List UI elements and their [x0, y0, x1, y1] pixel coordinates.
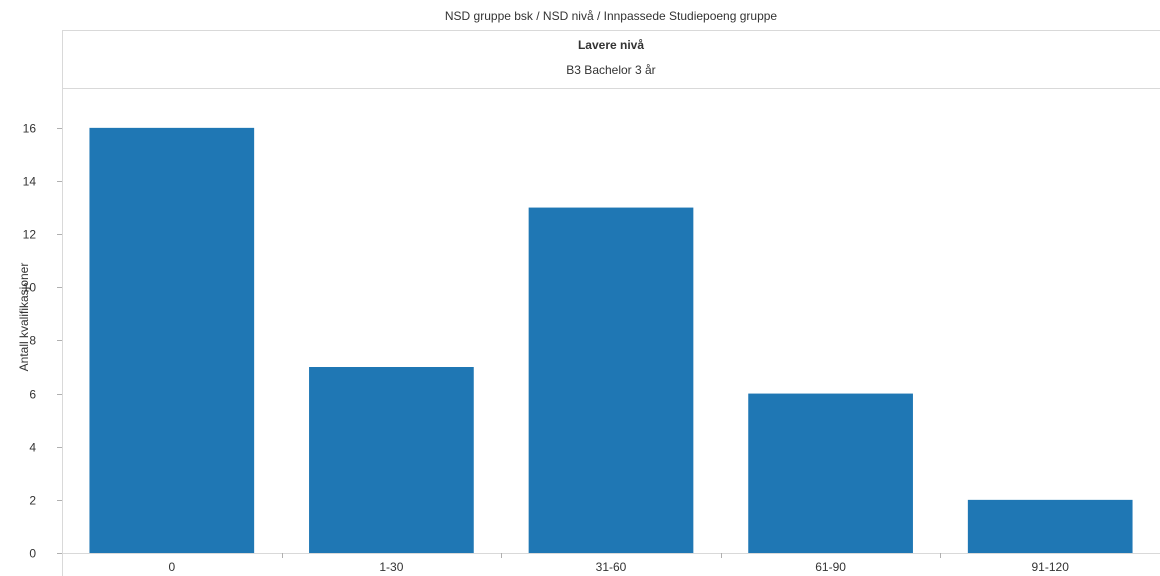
y-tick-label: 8: [29, 334, 36, 348]
y-axis-line: [62, 30, 63, 576]
bar: [309, 367, 474, 553]
y-tick-label: 16: [23, 122, 37, 136]
bar: [528, 207, 694, 554]
x-tick-label: 61-90: [815, 560, 846, 574]
y-tick-label: 0: [29, 547, 36, 561]
header-path: NSD gruppe bsk / NSD nivå / Innpassede S…: [444, 9, 778, 23]
x-tick-label: 1-30: [379, 560, 403, 574]
bar: [89, 127, 255, 553]
header-divider-top: [62, 30, 1160, 31]
header-level: Lavere nivå: [577, 38, 645, 52]
bar: [748, 393, 913, 553]
y-tick-label: 12: [23, 228, 37, 242]
x-tick-label: 91-120: [1032, 560, 1070, 574]
bar: [967, 499, 1133, 553]
y-tick-label: 4: [29, 441, 36, 455]
y-tick-label: 6: [29, 388, 36, 402]
x-tick-label: 0: [168, 560, 175, 574]
y-tick-label: 2: [29, 494, 36, 508]
header-subgroup: B3 Bachelor 3 år: [566, 63, 656, 77]
y-tick-label: 10: [23, 281, 37, 295]
y-tick-label: 14: [23, 175, 37, 189]
x-tick-label: 31-60: [596, 560, 627, 574]
header-divider-bottom: [62, 88, 1160, 89]
